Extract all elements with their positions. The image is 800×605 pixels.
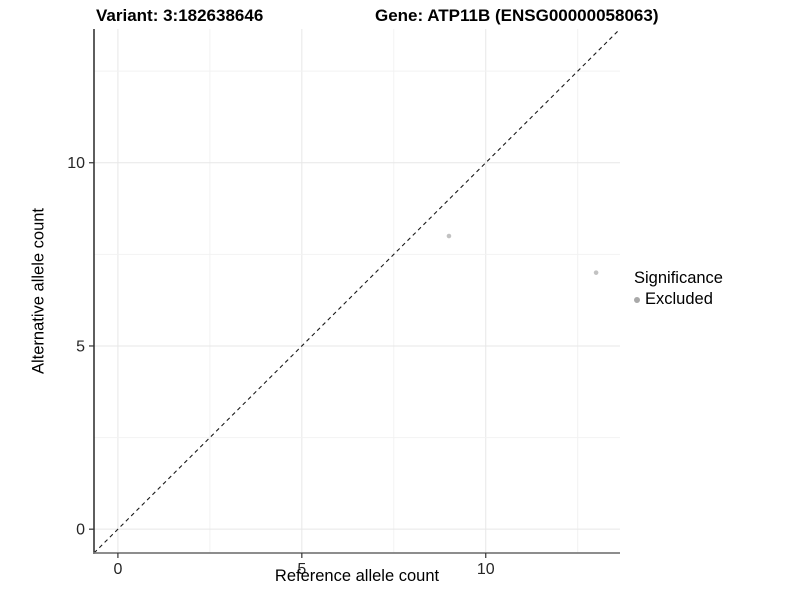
legend-item-excluded: Excluded — [634, 290, 723, 309]
x-tick-label: 5 — [297, 561, 306, 578]
y-axis-title: Alternative allele count — [29, 207, 48, 375]
legend: Significance Excluded — [634, 269, 723, 309]
x-axis-title: Reference allele count — [274, 567, 440, 585]
y-tick-label: 10 — [67, 155, 85, 172]
y-tick-label: 5 — [76, 338, 85, 355]
legend-key-dot-icon — [634, 296, 640, 303]
x-tick-label: 10 — [477, 561, 495, 578]
legend-title: Significance — [634, 269, 723, 287]
gene-title: Gene: ATP11B (ENSG00000058063) — [375, 6, 659, 25]
data-point — [593, 270, 599, 275]
x-tick-label: 0 — [113, 561, 122, 578]
data-point — [446, 233, 452, 239]
legend-item-label: Excluded — [645, 290, 713, 308]
identity-dashed-line — [93, 28, 621, 554]
variant-title: Variant: 3:182638646 — [96, 6, 264, 25]
y-tick-label: 0 — [76, 522, 85, 539]
